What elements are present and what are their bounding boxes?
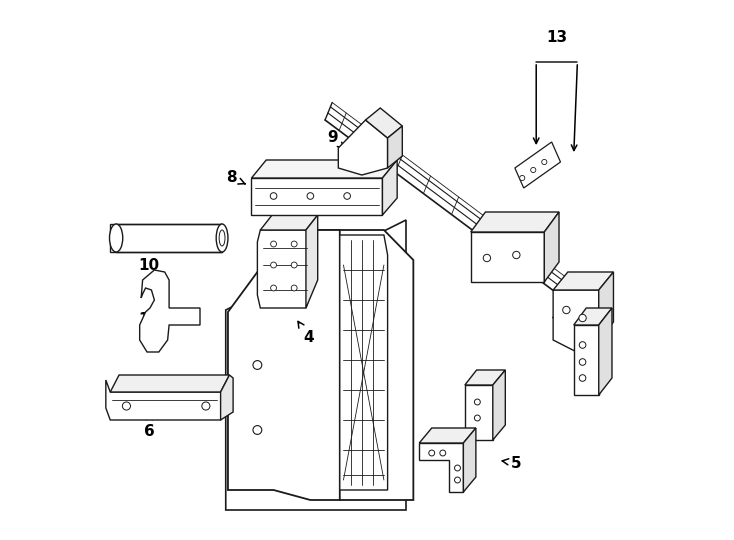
Circle shape	[579, 314, 586, 322]
Polygon shape	[419, 428, 476, 443]
Polygon shape	[228, 230, 340, 500]
Circle shape	[344, 193, 350, 199]
Circle shape	[474, 415, 480, 421]
Circle shape	[579, 359, 586, 366]
Circle shape	[440, 450, 446, 456]
Circle shape	[307, 193, 313, 199]
Polygon shape	[252, 178, 382, 215]
Circle shape	[474, 399, 480, 405]
Polygon shape	[388, 126, 402, 168]
Ellipse shape	[217, 224, 228, 252]
Polygon shape	[574, 308, 612, 325]
Polygon shape	[258, 230, 310, 308]
Circle shape	[271, 241, 277, 247]
Text: 1: 1	[577, 338, 592, 353]
Polygon shape	[463, 428, 476, 492]
Text: 13: 13	[546, 30, 567, 45]
Polygon shape	[465, 370, 505, 385]
Text: 8: 8	[226, 171, 245, 186]
Circle shape	[202, 402, 210, 410]
Polygon shape	[110, 375, 230, 392]
Polygon shape	[110, 224, 222, 252]
Text: 10: 10	[139, 244, 160, 273]
Text: 9: 9	[327, 130, 344, 150]
Text: 4: 4	[298, 321, 314, 346]
Circle shape	[531, 167, 536, 173]
Circle shape	[579, 375, 586, 381]
Circle shape	[454, 477, 460, 483]
Circle shape	[542, 159, 547, 165]
Polygon shape	[470, 232, 545, 282]
Circle shape	[520, 176, 525, 180]
Text: 11: 11	[270, 235, 291, 251]
Text: 7: 7	[476, 407, 495, 422]
Polygon shape	[574, 325, 599, 395]
Polygon shape	[493, 370, 505, 440]
Circle shape	[271, 262, 277, 268]
Polygon shape	[366, 108, 402, 138]
Polygon shape	[261, 215, 318, 230]
Circle shape	[291, 262, 297, 268]
Circle shape	[291, 285, 297, 291]
Polygon shape	[382, 160, 397, 215]
Polygon shape	[470, 212, 559, 232]
Polygon shape	[419, 443, 463, 492]
Circle shape	[483, 254, 490, 262]
Text: 2: 2	[506, 238, 525, 254]
Polygon shape	[515, 142, 561, 188]
Circle shape	[454, 465, 460, 471]
Polygon shape	[221, 375, 233, 420]
Circle shape	[123, 402, 131, 410]
Polygon shape	[281, 230, 413, 500]
Text: 12: 12	[139, 309, 160, 327]
Circle shape	[291, 241, 297, 247]
Polygon shape	[226, 220, 406, 510]
Polygon shape	[465, 385, 493, 440]
Text: 5: 5	[502, 456, 522, 470]
Circle shape	[563, 306, 570, 314]
Polygon shape	[252, 160, 397, 178]
Polygon shape	[599, 308, 612, 395]
Circle shape	[270, 193, 277, 199]
Circle shape	[253, 426, 262, 434]
Ellipse shape	[219, 230, 225, 246]
Circle shape	[429, 450, 435, 456]
Polygon shape	[553, 290, 599, 355]
Polygon shape	[545, 212, 559, 282]
Circle shape	[271, 285, 277, 291]
Text: 6: 6	[144, 414, 155, 440]
Circle shape	[253, 361, 262, 369]
Polygon shape	[338, 120, 388, 175]
Circle shape	[512, 251, 520, 259]
Polygon shape	[106, 380, 226, 420]
Text: 3: 3	[553, 302, 571, 318]
Polygon shape	[553, 272, 614, 290]
Circle shape	[579, 342, 586, 348]
Polygon shape	[306, 215, 318, 308]
Polygon shape	[599, 272, 614, 340]
Polygon shape	[139, 270, 200, 352]
Polygon shape	[340, 235, 388, 490]
Ellipse shape	[109, 224, 123, 252]
